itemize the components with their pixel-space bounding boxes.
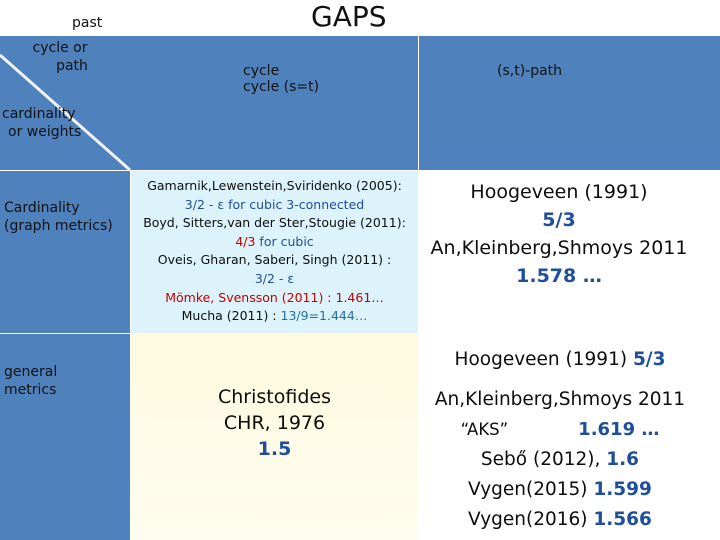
corner-weights-line: or weights [8,124,82,140]
row-header-general-line2: metrics [4,382,57,398]
gamarnik-bound: 3/2 - ε for cubic 3-connected [184,196,365,212]
momke-line: Mömke, Svensson (2011) : 1.461… [165,289,384,305]
column-header-cycle-line2: cycle (s=t) [243,79,320,95]
row-header-general: general metrics [4,364,57,398]
christofides-bound: 1.5 [257,438,292,460]
boyd-bound: 4/3 for cubic [131,233,418,252]
mucha-line: Mucha (2011) : 13/9=1.444… [131,307,418,326]
cardinality-cycle-content: Gamarnik,Lewenstein,Sviridenko (2005): 3… [131,177,418,326]
mucha-label: Mucha (2011) : [181,308,281,324]
boyd-bound-value: 4/3 [235,233,256,249]
oveis-line: Oveis, Gharan, Saberi, Singh (2011) : [157,252,392,268]
header-band-cycle [130,36,418,170]
vygen2015-label: Vygen(2015) [468,479,594,500]
page-title: GAPS [311,0,387,33]
general-path-cell [419,334,720,540]
general-path-content: Hoogeveen (1991) 5/3 An,Kleinberg,Shmoys… [419,345,701,535]
gen-hoogeveen-line: Hoogeveen (1991) 5/3 [419,345,701,375]
aks-bound: 1.578 … [516,265,602,287]
vygen2016-label: Vygen(2016) [468,509,594,530]
header-band-path [419,36,720,170]
gen-hoogeveen-bound: 5/3 [632,349,666,370]
christofides-line: Christofides [218,386,331,408]
corner-label-cycle-or-path: cycle or path [20,40,100,74]
row-header-cardinality-line1: Cardinality [4,200,80,216]
cardinality-path-cell [419,171,720,333]
corner-path-line: path [56,58,88,74]
corner-cycle-or-line: cycle or [32,40,88,56]
general-cycle-cell [131,334,418,540]
vygen2015-bound: 1.599 [593,479,652,500]
sebo-label: Sebő (2012), [480,449,607,470]
gen-aks-bound: 1.619 … [578,419,660,440]
corner-label-past: past [72,15,103,31]
mucha-bound: 13/9=1.444… [280,308,368,324]
row-header-general-line1: general [4,364,58,380]
corner-label-cardinality: cardinality or weights [2,106,81,140]
corner-diagonal-line [0,53,131,172]
cardinality-cycle-cell [131,171,418,333]
cardinality-path-content: Hoogeveen (1991) 5/3 An,Kleinberg,Shmoys… [419,178,699,290]
row-header-cardinality: Cardinality (graph metrics) [4,200,113,234]
hoogeveen-line: Hoogeveen (1991) [470,181,648,203]
gen-hoogeveen-label: Hoogeveen (1991) [454,349,633,370]
vygen2016-line: Vygen(2016) 1.566 [419,505,701,535]
corner-blue-block [0,36,130,170]
row-header-cardinality-line2: (graph metrics) [4,218,113,234]
column-header-cycle-line1: cycle [243,63,280,79]
boyd-line: Boyd, Sitters,van der Ster,Stougie (2011… [143,215,406,231]
gen-aks-bound-line: “AKS” 1.619 … [419,415,701,445]
row-header-cardinality-cell [0,171,130,333]
column-header-path: (s,t)-path [497,63,563,79]
sebo-line: Sebő (2012), 1.6 [419,445,701,475]
gen-aks-quote: “AKS” [460,420,509,439]
vygen2016-bound: 1.566 [593,509,652,530]
sebo-bound: 1.6 [606,449,640,470]
gamarnik-line: Gamarnik,Lewenstein,Sviridenko (2005): [147,178,402,193]
column-header-cycle: cycle cycle (s=t) [243,63,319,95]
corner-cardinality-line: cardinality [2,106,76,122]
general-cycle-content: Christofides CHR, 1976 1.5 [131,384,418,462]
christofides-year: CHR, 1976 [223,412,326,434]
aks-line: An,Kleinberg,Shmoys 2011 [430,237,688,259]
hoogeveen-bound: 5/3 [542,209,576,231]
row-header-general-cell [0,334,130,540]
oveis-bound: 3/2 - ε [254,270,295,286]
boyd-bound-note: for cubic [255,233,314,249]
gen-aks-line: An,Kleinberg,Shmoys 2011 [434,389,686,410]
vygen2015-line: Vygen(2015) 1.599 [419,475,701,505]
